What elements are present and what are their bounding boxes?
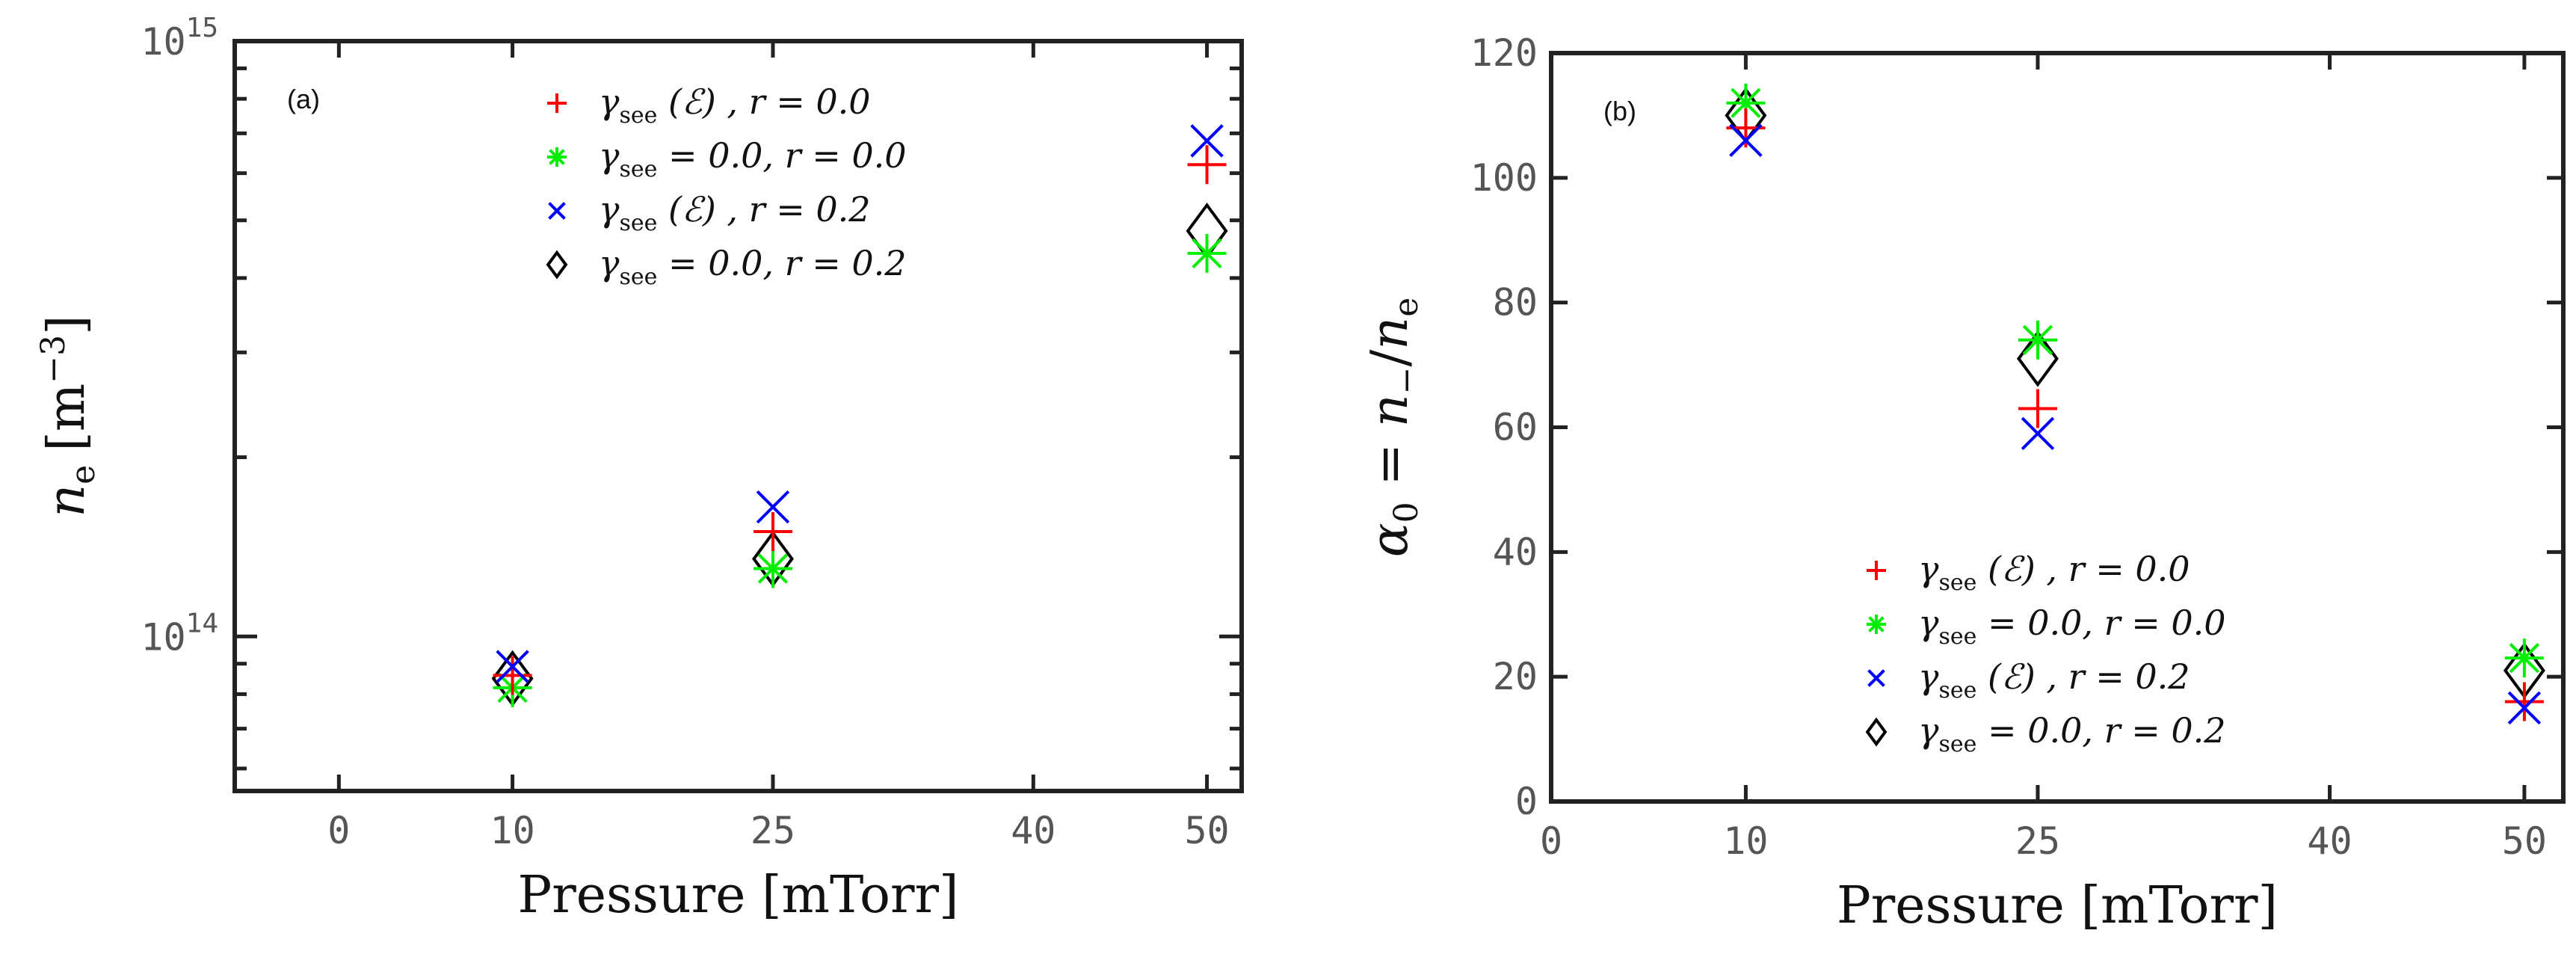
- plot-frame: [232, 39, 1244, 793]
- y-tick-label: 100: [1470, 156, 1538, 200]
- x-axis-label: Pressure [mTorr]: [1837, 876, 2278, 935]
- y-tick-label: 1015: [141, 13, 218, 64]
- x-tick-label: 40: [1011, 809, 1056, 852]
- x-tick-label: 25: [2015, 819, 2060, 863]
- y-tick-label: 20: [1493, 655, 1538, 698]
- point-star-p25: [753, 549, 792, 588]
- x-tick-label: 40: [2307, 819, 2352, 863]
- point-plus-p50: [2504, 682, 2544, 721]
- panel-tag: (b): [1603, 96, 1636, 126]
- y-tick-label: 80: [1493, 281, 1538, 324]
- y-tick-label: 40: [1493, 530, 1538, 573]
- x-tick-label: 50: [1184, 809, 1229, 852]
- point-x-p25: [2021, 416, 2055, 451]
- legend-marker-x: [1867, 669, 1885, 687]
- point-star-p50: [2504, 638, 2544, 678]
- x-tick-label: 10: [1723, 819, 1768, 863]
- panel-a-ne-vs-pressure: 0 10 25 40 50 1014 1015 (a) Pressure [mTorr] ne[m…: [34, 13, 1244, 925]
- point-plus-p25: [753, 512, 792, 552]
- point-plus-p50: [1187, 145, 1227, 185]
- y-tick-label: 60: [1493, 406, 1538, 449]
- point-star-p25: [2018, 320, 2057, 360]
- point-x-p50: [1190, 124, 1224, 158]
- y-axis-label: α0 = n−/ne: [1361, 298, 1426, 558]
- x-tick-label: 10: [490, 809, 534, 852]
- point-plus-p25: [2018, 389, 2057, 428]
- legend-marker-star: [1867, 615, 1886, 634]
- point-x-p50: [2507, 691, 2542, 725]
- legend-label-3: γsee = 0.0, r = 0.2: [599, 243, 907, 290]
- legend-label-2: γsee (ℰ) , r = 0.2: [1918, 656, 2190, 704]
- y-tick-label: 0: [1515, 780, 1538, 823]
- point-x-p10: [1729, 123, 1763, 157]
- y-tick-label: 1014: [141, 608, 218, 659]
- legend-marker-plus: [1867, 561, 1886, 580]
- legend-marker-star: [547, 147, 567, 167]
- legend: γsee (ℰ) , r = 0.0 γsee = 0.0, r = 0.0 γse…: [1865, 549, 2226, 757]
- legend-label-1: γsee = 0.0, r = 0.0: [599, 135, 907, 182]
- legend-marker-x: [548, 202, 566, 220]
- x-tick-label: 25: [751, 809, 795, 852]
- y-axis-label: ne[m−3]: [34, 315, 102, 517]
- legend-label-0: γsee (ℰ) , r = 0.0: [599, 81, 871, 129]
- y-tick-label: 120: [1470, 31, 1538, 75]
- legend-label-0: γsee (ℰ) , r = 0.0: [1918, 549, 2190, 596]
- panel-b-alpha-vs-pressure: 0 10 25 40 50 0 20 40 60 80 100 120 (b) Pressure [mTo…: [1361, 31, 2566, 935]
- legend-marker-diamond: [546, 250, 568, 280]
- x-tick-label: 50: [2502, 819, 2547, 863]
- point-star-p50: [1187, 233, 1227, 273]
- point-diamond-p25: [2016, 330, 2059, 387]
- legend-marker-diamond: [1865, 717, 1888, 747]
- legend: γsee (ℰ) , r = 0.0 γsee = 0.0, r = 0.0 γse…: [546, 81, 907, 290]
- legend-label-2: γsee (ℰ) , r = 0.2: [599, 189, 871, 236]
- legend-marker-plus: [547, 93, 567, 113]
- x-axis-label: Pressure [mTorr]: [517, 866, 958, 925]
- point-plus-p10: [493, 656, 532, 695]
- point-x-p25: [756, 490, 790, 524]
- x-tick-label: 0: [1540, 819, 1562, 863]
- legend-label-3: γsee = 0.0, r = 0.2: [1918, 710, 2226, 757]
- x-tick-label: 0: [327, 809, 350, 852]
- panel-tag: (a): [287, 84, 320, 114]
- legend-label-1: γsee = 0.0, r = 0.0: [1918, 603, 2226, 650]
- point-x-p10: [496, 650, 529, 683]
